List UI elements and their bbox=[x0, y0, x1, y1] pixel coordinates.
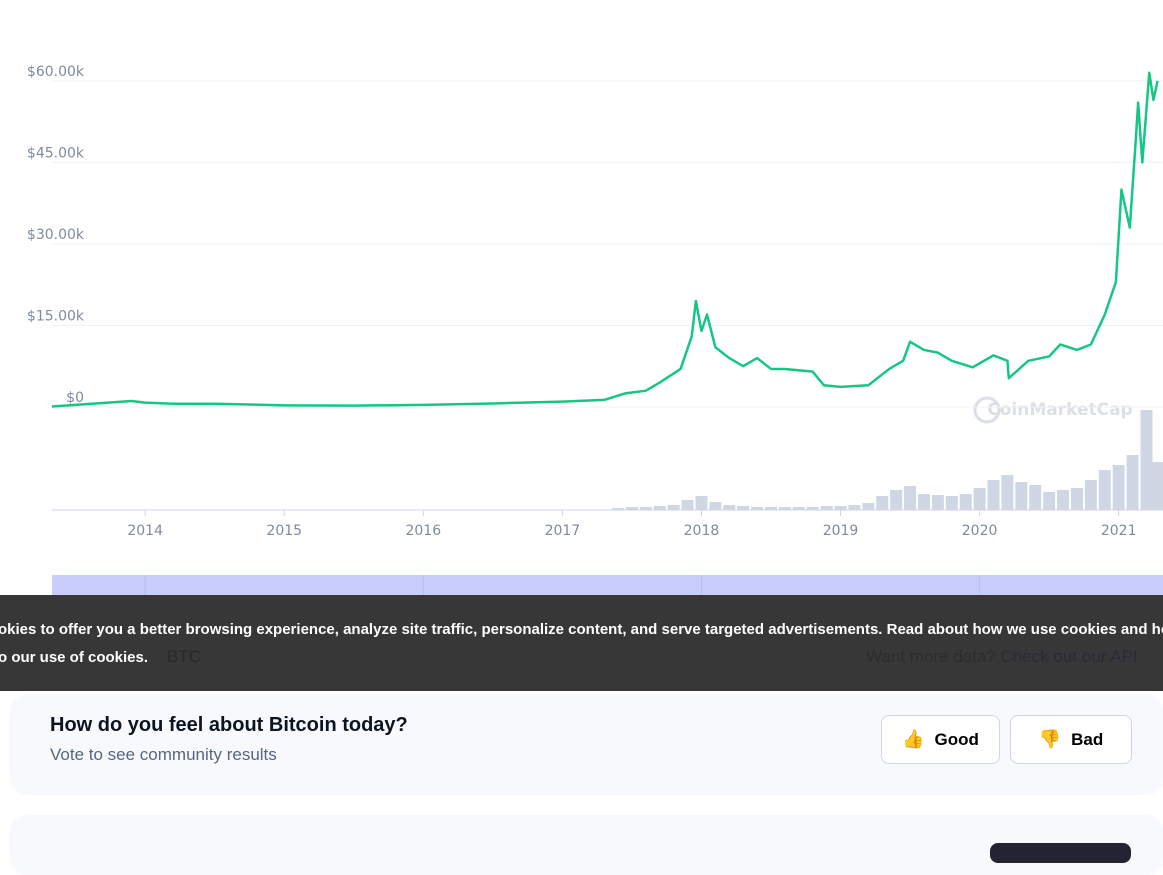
price-line bbox=[51, 71, 1159, 408]
volume-bar bbox=[1084, 480, 1097, 510]
sentiment-subtitle: Vote to see community results bbox=[50, 745, 277, 764]
volume-bar bbox=[625, 507, 638, 510]
volume-bar bbox=[1057, 490, 1070, 510]
watermark-logo bbox=[973, 396, 1001, 424]
volume-bar bbox=[987, 480, 1000, 510]
volume-bar bbox=[612, 508, 625, 510]
thumb-down-icon: 👎 bbox=[1038, 729, 1062, 749]
next-card bbox=[10, 815, 1163, 875]
volume-bar bbox=[945, 496, 958, 510]
sentiment-question: How do you feel about Bitcoin today? bbox=[50, 714, 408, 736]
volume-bar bbox=[1126, 455, 1139, 510]
volume-bar bbox=[1112, 465, 1125, 510]
page: CoinMarketCap $0 $15.00k $30.00k $45.00k $60… bbox=[0, 63, 1163, 863]
x-tick-label: 2014 bbox=[127, 523, 163, 539]
volume-bar bbox=[639, 507, 652, 510]
watermark: CoinMarketCap bbox=[987, 400, 1132, 420]
navigator[interactable] bbox=[52, 575, 1163, 595]
good-label: Good bbox=[934, 729, 979, 749]
volume-bar bbox=[959, 494, 972, 510]
volume-bar bbox=[695, 496, 708, 510]
x-tick-label: 2016 bbox=[405, 523, 441, 539]
y-tick-label: $15.00k bbox=[27, 308, 85, 324]
y-tick-label: $45.00k bbox=[27, 145, 85, 161]
volume-bar bbox=[820, 506, 833, 510]
volume-bar bbox=[917, 494, 930, 510]
volume-bar bbox=[653, 506, 666, 510]
volume-bar bbox=[737, 506, 750, 510]
volume-bar bbox=[876, 496, 889, 510]
chart: CoinMarketCap $0 $15.00k $30.00k $45.00k $60… bbox=[27, 64, 1163, 595]
volume-bar bbox=[904, 486, 917, 510]
good-button[interactable]: 👍 Good bbox=[881, 715, 1000, 764]
volume-bar bbox=[723, 505, 736, 510]
x-tick-label: 2018 bbox=[684, 523, 720, 539]
volume-bar bbox=[751, 507, 764, 510]
volume-bar bbox=[667, 505, 680, 510]
volume-bar bbox=[1015, 482, 1028, 510]
y-tick-label: $30.00k bbox=[27, 227, 85, 243]
volume-bar bbox=[778, 507, 791, 510]
cookie-banner: okies to offer you a better browsing exp… bbox=[0, 595, 1163, 691]
x-tick-label: 2020 bbox=[962, 523, 998, 539]
volume-bar bbox=[848, 505, 861, 510]
volume-bar bbox=[1140, 410, 1153, 510]
x-tick-label: 2015 bbox=[266, 523, 302, 539]
volume-bar bbox=[862, 503, 875, 510]
volume-bar bbox=[681, 500, 694, 510]
thumb-up-icon: 👍 bbox=[902, 729, 925, 749]
bad-button[interactable]: 👎 Bad bbox=[1010, 715, 1132, 764]
volume-bar bbox=[890, 490, 903, 510]
x-tick-label: 2019 bbox=[823, 523, 859, 539]
volume-bar bbox=[1070, 488, 1083, 510]
volume-bar bbox=[764, 507, 777, 510]
volume-bar bbox=[1151, 462, 1163, 510]
y-tick-label: $60.00k bbox=[27, 64, 85, 80]
next-card-button[interactable] bbox=[990, 843, 1131, 863]
y-tick-label: $0 bbox=[66, 390, 84, 406]
volume-bar bbox=[709, 502, 722, 510]
x-tick-label: 2021 bbox=[1101, 523, 1137, 539]
cookie-text: okies to offer you a better browsing exp… bbox=[0, 621, 1163, 638]
volume-bar bbox=[1001, 475, 1014, 510]
volume-bar bbox=[1029, 485, 1042, 510]
volume-bar bbox=[834, 506, 847, 510]
volume-bar bbox=[973, 488, 986, 510]
volume-bar bbox=[1043, 492, 1056, 510]
volume-bar bbox=[1098, 470, 1111, 510]
bad-label: Bad bbox=[1071, 729, 1104, 749]
volume-bar bbox=[792, 507, 805, 510]
volume-bar bbox=[931, 495, 944, 510]
cookie-text: o our use of cookies. bbox=[0, 649, 149, 666]
volume-bar bbox=[806, 507, 819, 510]
x-tick-label: 2017 bbox=[545, 523, 581, 539]
